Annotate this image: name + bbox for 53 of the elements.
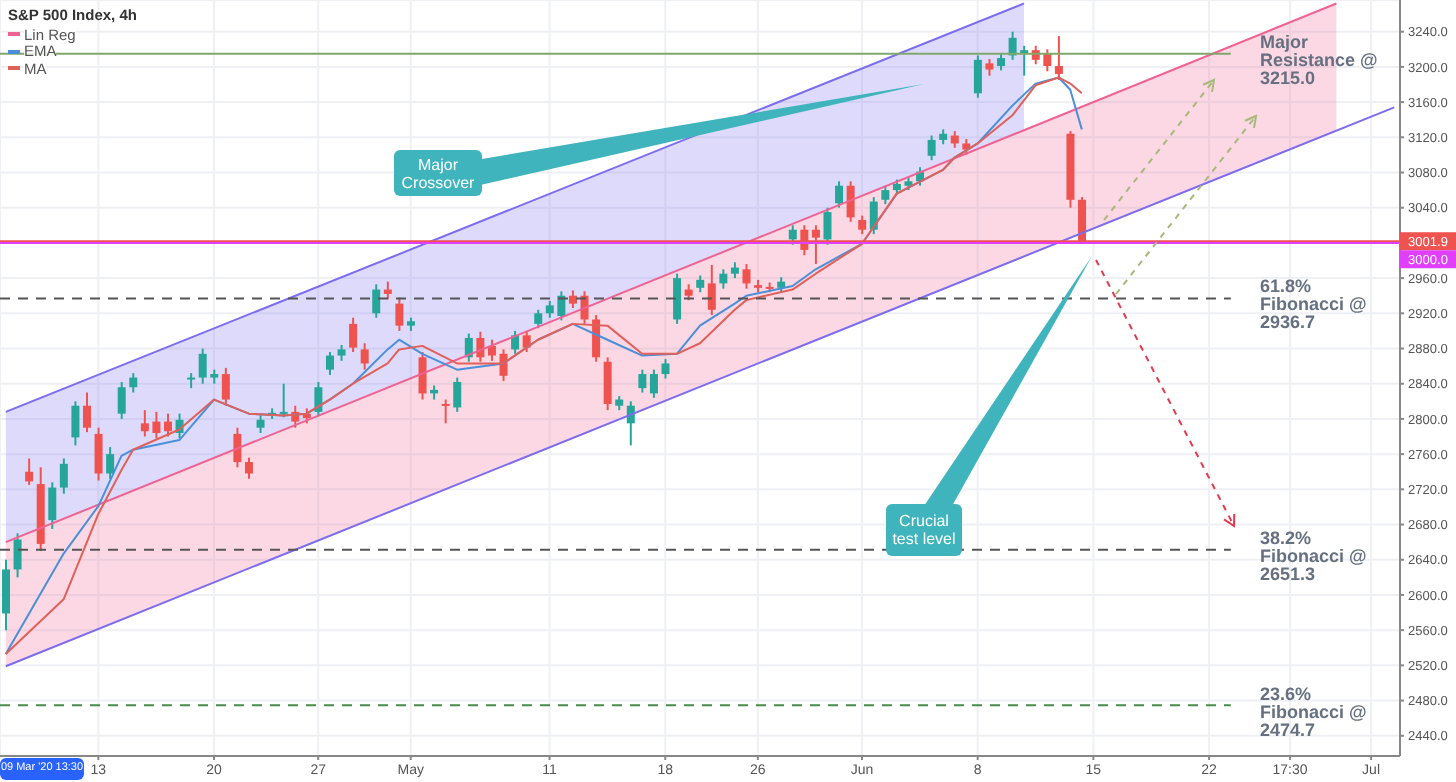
candlestick bbox=[487, 338, 496, 362]
ref-line-label: 61.8% Fibonacci @ 2936.7 bbox=[1260, 276, 1369, 333]
candlestick bbox=[846, 180, 855, 223]
candlestick bbox=[48, 481, 57, 530]
candlestick bbox=[2, 558, 10, 632]
candlestick bbox=[233, 426, 242, 469]
candlestick bbox=[858, 214, 867, 236]
ref-line-label: 23.6% Fibonacci @ 2474.7 bbox=[1260, 683, 1369, 740]
line-series bbox=[4, 76, 1083, 655]
candlestick bbox=[25, 457, 34, 486]
candlestick bbox=[823, 206, 832, 246]
candlestick bbox=[719, 268, 728, 290]
candlestick bbox=[279, 382, 288, 419]
candlestick bbox=[835, 180, 844, 209]
candlestick bbox=[349, 316, 358, 354]
candlestick bbox=[82, 391, 91, 434]
candlestick bbox=[638, 368, 647, 394]
candlestick bbox=[661, 358, 670, 380]
ref-line-label: 38.2% Fibonacci @ 2651.3 bbox=[1260, 527, 1369, 584]
candlestick bbox=[592, 314, 601, 363]
candlestick bbox=[59, 457, 68, 495]
candlestick bbox=[163, 412, 172, 438]
candlestick bbox=[221, 366, 230, 407]
candlestick bbox=[441, 398, 450, 425]
candlestick bbox=[522, 329, 531, 354]
candlestick bbox=[788, 224, 797, 246]
annotation: Crucial test level bbox=[886, 504, 962, 556]
candlestick bbox=[673, 272, 682, 325]
candlestick bbox=[372, 283, 381, 319]
candlestick bbox=[71, 400, 80, 447]
candlestick bbox=[707, 263, 716, 317]
candlestick bbox=[360, 342, 369, 371]
candlestick bbox=[94, 426, 103, 482]
candlestick bbox=[603, 356, 612, 412]
candlestick bbox=[1054, 35, 1063, 82]
candlestick bbox=[418, 351, 427, 401]
candlestick bbox=[395, 296, 404, 332]
candlestick bbox=[13, 532, 22, 579]
ref-line-label: Major Resistance @ 3215.0 bbox=[1260, 31, 1380, 88]
candlestick bbox=[453, 376, 462, 413]
candlestick bbox=[881, 184, 890, 206]
candlestick bbox=[106, 446, 115, 480]
candlestick bbox=[742, 263, 751, 290]
candlestick bbox=[129, 372, 138, 394]
candlestick bbox=[649, 368, 658, 399]
candlestick bbox=[325, 351, 334, 376]
candlestick bbox=[973, 54, 982, 99]
candlestick bbox=[534, 308, 543, 330]
candlestick bbox=[244, 456, 253, 480]
candlestick bbox=[927, 134, 936, 162]
annotation: Major Crossover bbox=[394, 150, 482, 196]
candlestick bbox=[117, 380, 126, 420]
candlestick bbox=[314, 380, 323, 418]
